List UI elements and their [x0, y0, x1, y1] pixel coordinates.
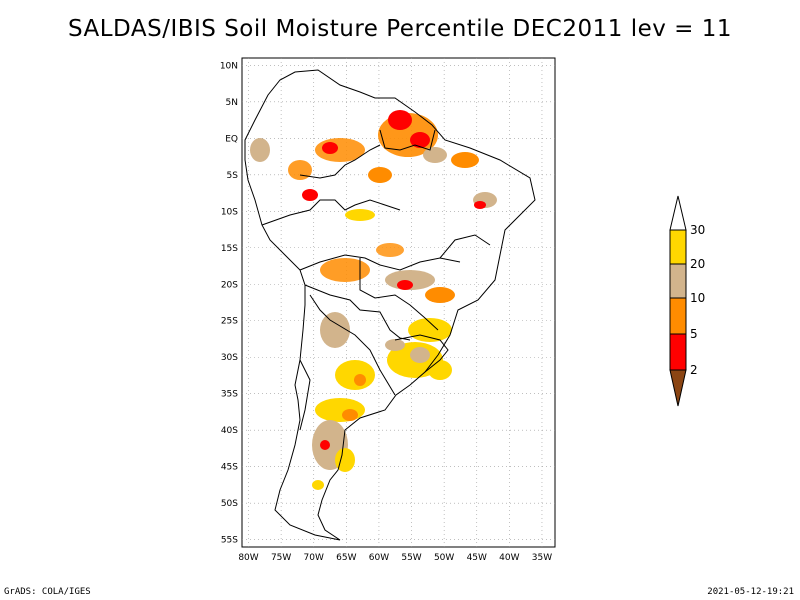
colorbar-label-20: 20	[690, 257, 705, 271]
colorbar-bin-2-5	[669, 333, 687, 371]
soil-moisture-shading	[250, 110, 497, 490]
colorbar-label-10: 10	[690, 291, 705, 305]
lat-tick-label: 10N	[220, 61, 238, 71]
colorbar-label-2: 2	[690, 363, 698, 377]
lat-tick-label: 50S	[221, 499, 238, 509]
lat-tick-label: 5S	[227, 171, 239, 181]
lat-tick-label: 35S	[221, 390, 238, 400]
colorbar-upper-arrow	[669, 195, 687, 231]
lon-tick-label: 50W	[434, 553, 454, 563]
lon-tick-label: 55W	[401, 553, 421, 563]
lon-tick-label: 60W	[369, 553, 389, 563]
colorbar-label-5: 5	[690, 327, 698, 341]
lon-tick-label: 75W	[271, 553, 291, 563]
lon-tick-label: 80W	[238, 553, 258, 563]
colorbar-bin-20-30	[669, 229, 687, 265]
lat-tick-label: 20S	[221, 280, 238, 290]
colorbar-lower-arrow	[669, 369, 687, 407]
lon-tick-label: 45W	[467, 553, 487, 563]
lon-tick-label: 35W	[532, 553, 552, 563]
lat-tick-label: 5N	[226, 98, 238, 108]
lat-tick-label: 30S	[221, 353, 238, 363]
lat-tick-label: 40S	[221, 426, 238, 436]
lon-tick-label: 70W	[304, 553, 324, 563]
lat-tick-label: 25S	[221, 317, 238, 327]
lat-tick-label: 10S	[221, 207, 238, 217]
south-america-coastline	[244, 69, 536, 541]
colorbar: 30 20 10 5 2	[669, 195, 705, 407]
map-frame	[241, 57, 556, 548]
lat-tick-label: EQ	[225, 134, 238, 144]
map-title: SALDAS/IBIS Soil Moisture Percentile DEC…	[67, 16, 733, 42]
lat-tick-label: 15S	[221, 244, 238, 254]
colorbar-label-30: 30	[690, 223, 705, 237]
lon-tick-label: 65W	[336, 553, 356, 563]
footer-timestamp: 2021-05-12-19:21	[707, 587, 794, 597]
country-borders	[261, 129, 491, 431]
axis-labels: 80W 75W 70W 65W 60W 55W 50W 45W 40W 35W 10N 5N EQ 5S 1…	[220, 61, 552, 563]
colorbar-bin-5-10	[669, 297, 687, 335]
colorbar-bin-10-20	[669, 263, 687, 299]
lat-tick-label: 45S	[221, 463, 238, 473]
lon-tick-label: 40W	[499, 553, 519, 563]
footer-credit: GrADS: COLA/IGES	[4, 587, 91, 597]
lat-tick-label: 55S	[221, 536, 238, 546]
